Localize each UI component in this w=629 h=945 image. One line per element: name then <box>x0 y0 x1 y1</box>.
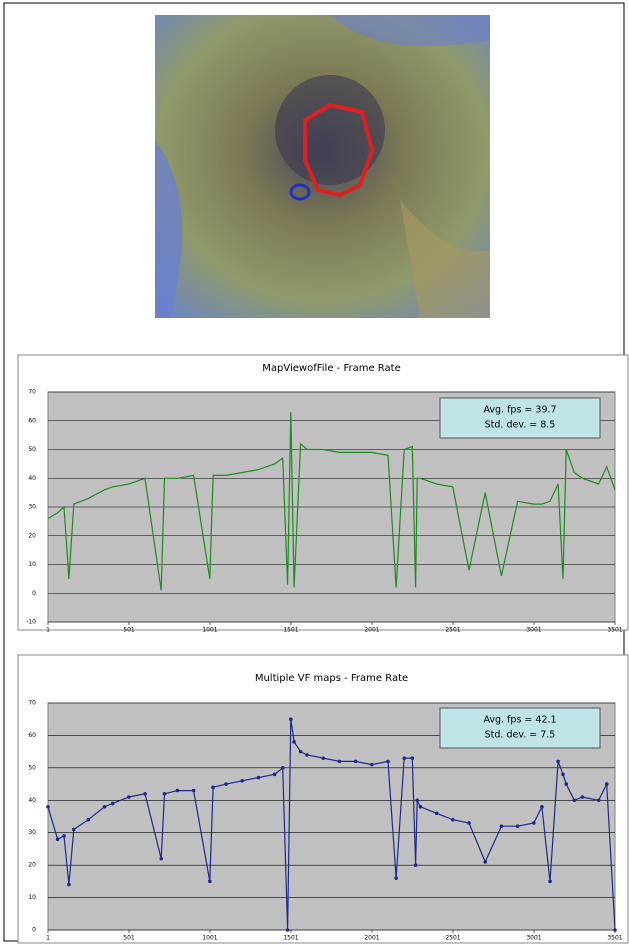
data-point <box>211 786 215 790</box>
x-tick-label: 2001 <box>364 627 379 634</box>
data-point <box>532 821 536 825</box>
annotation: Std. dev. = 7.5 <box>485 730 556 741</box>
data-point <box>72 828 76 832</box>
y-tick-label: 0 <box>32 927 36 934</box>
data-point <box>370 763 374 767</box>
y-tick-label: 20 <box>28 532 36 539</box>
x-tick-label: 3001 <box>526 935 541 942</box>
x-tick-label: 2001 <box>364 935 379 942</box>
data-point <box>192 789 196 793</box>
x-tick-label: 1 <box>46 627 50 634</box>
y-tick-label: -10 <box>26 619 36 626</box>
data-point <box>176 789 180 793</box>
data-point <box>516 824 520 828</box>
data-point <box>159 857 163 861</box>
x-tick-label: 501 <box>123 627 135 634</box>
data-point <box>224 782 228 786</box>
y-tick-label: 60 <box>28 417 36 424</box>
data-point <box>556 760 560 764</box>
data-point <box>354 760 358 764</box>
y-tick-label: 0 <box>32 590 36 597</box>
x-tick-label: 3501 <box>607 935 622 942</box>
data-point <box>597 798 601 802</box>
data-point <box>208 880 212 884</box>
data-point <box>483 860 487 864</box>
data-point <box>67 883 71 887</box>
data-point <box>257 776 261 780</box>
data-point <box>103 805 107 809</box>
data-point <box>411 756 415 760</box>
data-point <box>286 928 290 932</box>
data-point <box>540 805 544 809</box>
chart-title: MapViewofFile - Frame Rate <box>262 363 400 374</box>
y-tick-label: 30 <box>28 829 36 836</box>
data-point <box>281 766 285 770</box>
data-point <box>419 805 423 809</box>
data-point <box>451 818 455 822</box>
data-point <box>402 756 406 760</box>
data-point <box>394 876 398 880</box>
x-tick-label: 2501 <box>445 935 460 942</box>
page: {"chart_data": [ {"type": "line", "title… <box>0 0 629 945</box>
data-point <box>289 717 293 721</box>
y-tick-label: 20 <box>28 862 36 869</box>
data-point <box>548 880 552 884</box>
data-point <box>573 798 577 802</box>
y-tick-label: 60 <box>28 732 36 739</box>
figure: MapViewofFile - Frame Rate-1001020304050… <box>0 0 629 945</box>
data-point <box>127 795 131 799</box>
annotation: Std. dev. = 8.5 <box>485 420 556 431</box>
y-tick-label: 10 <box>28 894 36 901</box>
data-point <box>581 795 585 799</box>
data-point <box>500 824 504 828</box>
data-point <box>62 834 66 838</box>
map-image <box>155 15 490 318</box>
data-point <box>305 753 309 757</box>
y-tick-label: 40 <box>28 797 36 804</box>
y-tick-label: 30 <box>28 504 36 511</box>
x-tick-label: 3501 <box>607 627 622 634</box>
data-point <box>240 779 244 783</box>
annotation: Avg. fps = 42.1 <box>483 715 556 726</box>
data-point <box>143 792 147 796</box>
data-point <box>564 782 568 786</box>
data-point <box>414 863 418 867</box>
data-point <box>605 782 609 786</box>
data-point <box>321 756 325 760</box>
x-tick-label: 1001 <box>202 627 217 634</box>
data-point <box>561 773 565 777</box>
data-point <box>56 837 60 841</box>
y-tick-label: 50 <box>28 446 36 453</box>
annotation: Avg. fps = 39.7 <box>483 405 556 416</box>
data-point <box>613 928 617 932</box>
data-point <box>435 811 439 815</box>
y-tick-label: 50 <box>28 764 36 771</box>
x-tick-label: 2501 <box>445 627 460 634</box>
data-point <box>273 773 277 777</box>
data-point <box>87 818 91 822</box>
y-tick-label: 70 <box>28 700 36 707</box>
data-point <box>163 792 167 796</box>
x-tick-label: 1001 <box>202 935 217 942</box>
data-point <box>46 805 50 809</box>
data-point <box>415 798 419 802</box>
data-point <box>292 740 296 744</box>
data-point <box>299 750 303 754</box>
x-tick-label: 1501 <box>283 627 298 634</box>
y-tick-label: 10 <box>28 561 36 568</box>
x-tick-label: 1501 <box>283 935 298 942</box>
data-point <box>111 802 115 806</box>
chart-title: Multiple VF maps - Frame Rate <box>255 673 408 684</box>
data-point <box>386 760 390 764</box>
x-tick-label: 3001 <box>526 627 541 634</box>
y-tick-label: 40 <box>28 475 36 482</box>
x-tick-label: 1 <box>46 935 50 942</box>
y-tick-label: 70 <box>28 389 36 396</box>
data-point <box>338 760 342 764</box>
x-tick-label: 501 <box>123 935 135 942</box>
data-point <box>467 821 471 825</box>
